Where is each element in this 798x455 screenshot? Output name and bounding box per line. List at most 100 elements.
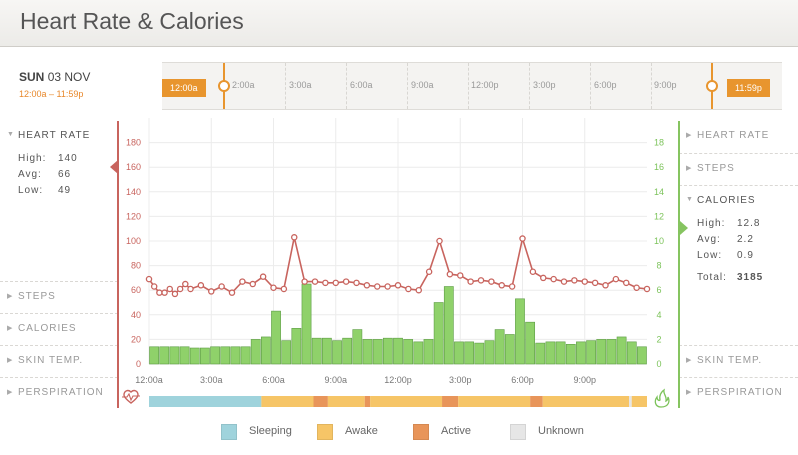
heart-rate-point — [498, 282, 505, 289]
activity-segment — [327, 396, 365, 407]
right-skin-temp-item[interactable]: ▶ SKIN TEMP. — [679, 345, 798, 378]
date-block: SUN 03 NOV 12:00a – 11:59p — [19, 70, 90, 99]
heart-rate-calories-chart[interactable]: 0 20 40 60 80 100 120 140 160 180 0 2 4 6 8 10 12 14 16 18 1… — [119, 108, 679, 408]
right-heart-rate-item[interactable]: ▶ HEART RATE — [679, 121, 798, 153]
right-axis-tick-label: 0 — [656, 359, 661, 369]
calories-bar — [291, 328, 302, 365]
calories-bar — [555, 341, 566, 365]
timeline-start-flag[interactable]: 12:00a — [162, 79, 206, 97]
legend-label: Active — [441, 425, 471, 437]
heart-rate-point — [280, 285, 288, 293]
calories-bar — [149, 346, 159, 365]
calories-bar — [260, 336, 271, 365]
calories-bar — [362, 339, 373, 365]
activity-legend: Sleeping Awake Active Unknown — [0, 424, 798, 444]
legend-swatch — [510, 424, 526, 440]
timeline-scrubber[interactable]: 2:00a 3:00a 6:00a 9:00a 12:00p 3:00p 6:0… — [162, 62, 782, 110]
heart-rate-point — [171, 290, 179, 298]
right-perspiration-item[interactable]: ▶ PERSPIRATION — [679, 377, 798, 409]
timeline-end-knob[interactable] — [706, 80, 718, 92]
calories-bar — [159, 346, 170, 365]
calories-bar — [443, 286, 454, 365]
right-heart-rate-label: HEART RATE — [697, 130, 770, 141]
legend-label: Sleeping — [249, 425, 292, 437]
legend-swatch — [413, 424, 429, 440]
heart-rate-point — [446, 270, 454, 278]
calories-bar — [545, 341, 556, 365]
heart-rate-stat-low: Low: 49 — [18, 185, 72, 196]
right-axis-tick-label: 6 — [656, 285, 661, 295]
activity-segment — [261, 396, 314, 407]
calories-bar — [230, 346, 241, 365]
heart-rate-point — [239, 278, 246, 285]
left-steps-item[interactable]: ▶ STEPS — [0, 281, 118, 314]
calories-bar — [342, 337, 353, 365]
left-axis-tick-label: 160 — [126, 162, 141, 172]
left-heart-rate-section[interactable]: ▼ HEART RATE High: 140 Avg: 66 Low: 49 — [0, 121, 118, 281]
right-steps-item[interactable]: ▶ STEPS — [679, 153, 798, 186]
heart-rate-point — [311, 278, 319, 285]
calories-bar — [637, 346, 647, 365]
heart-rate-point — [425, 268, 433, 275]
heart-rate-point — [161, 289, 168, 296]
calories-bar — [504, 334, 515, 365]
left-axis-tick-label: 180 — [126, 138, 141, 148]
calories-bar — [464, 341, 475, 365]
timeline-start-knob[interactable] — [218, 80, 230, 92]
calories-stat-total: Total: 3185 — [697, 272, 764, 283]
left-metric-panel: ▼ HEART RATE High: 140 Avg: 66 Low: 49 ▶ ST… — [0, 121, 118, 408]
flame-icon — [654, 388, 670, 408]
calories-bar — [403, 339, 414, 365]
calories-bar — [240, 346, 251, 365]
left-calories-item[interactable]: ▶ CALORIES — [0, 313, 118, 346]
left-skin-temp-item[interactable]: ▶ SKIN TEMP. — [0, 345, 118, 378]
heart-rate-point — [467, 278, 474, 285]
left-axis-tick-label: 40 — [131, 310, 141, 320]
calories-bar — [454, 341, 464, 365]
calories-bar — [301, 283, 312, 365]
heart-rate-point — [405, 285, 412, 293]
calories-axis-bar — [678, 121, 680, 408]
activity-segment — [631, 396, 647, 407]
calories-bar — [525, 321, 536, 365]
timeline-label: 6:00a — [350, 80, 373, 90]
timeline-tick — [590, 63, 592, 109]
legend-label: Awake — [345, 425, 378, 437]
calories-bar — [515, 298, 525, 365]
timeline-label: 3:00a — [289, 80, 312, 90]
calories-bar — [321, 337, 332, 365]
activity-segment — [364, 396, 371, 407]
caret-right-icon: ▶ — [686, 357, 693, 364]
timeline-label: 9:00p — [654, 80, 677, 90]
x-axis-tick-label: 12:00a — [135, 375, 163, 385]
heart-rate-point — [591, 279, 599, 287]
left-axis-tick-label: 0 — [136, 359, 141, 369]
right-calories-section[interactable]: ▼ CALORIES High: 12.8 Avg: 2.2 Low: 0.9 Tot… — [679, 185, 798, 346]
calories-bar — [220, 346, 231, 365]
heart-rate-point — [612, 275, 620, 283]
heart-rate-point — [643, 285, 651, 293]
heart-rate-point — [571, 277, 578, 284]
legend-swatch — [317, 424, 333, 440]
calories-bar — [200, 347, 210, 365]
left-axis-tick-label: 60 — [131, 285, 141, 295]
left-perspiration-item[interactable]: ▶ PERSPIRATION — [0, 377, 118, 409]
calories-bar — [281, 340, 292, 365]
heart-rate-point — [353, 279, 360, 287]
heart-rate-point — [373, 283, 381, 290]
caret-right-icon: ▶ — [686, 165, 693, 172]
x-axis-tick-label: 3:00a — [200, 375, 223, 385]
heart-rate-point — [581, 278, 588, 285]
left-axis-tick-label: 80 — [131, 261, 141, 271]
page-header: Heart Rate & Calories — [0, 0, 798, 47]
left-calories-label: CALORIES — [18, 323, 77, 334]
timeline-label: 6:00p — [594, 80, 617, 90]
timeline-end-flag[interactable]: 11:59p — [727, 79, 770, 97]
calories-bar — [332, 340, 342, 365]
calories-bar — [250, 339, 261, 365]
heart-icon — [122, 389, 140, 404]
heart-rate-point — [228, 289, 236, 296]
heart-rate-point — [322, 279, 329, 287]
calories-bar — [494, 329, 505, 365]
heart-rate-point — [539, 274, 547, 282]
